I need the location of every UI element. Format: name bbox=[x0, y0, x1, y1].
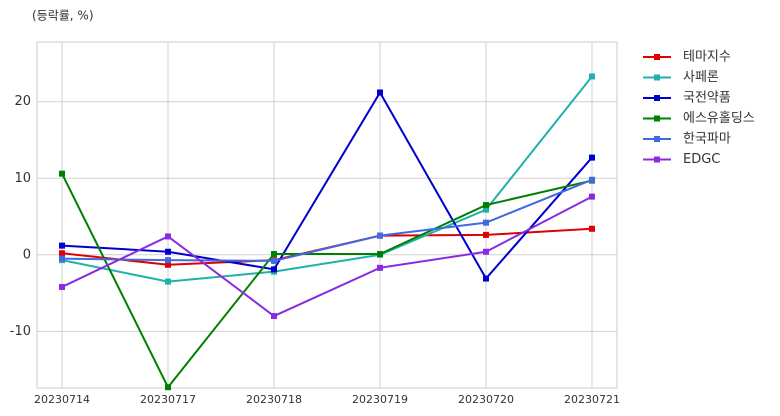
point bbox=[482, 202, 489, 209]
x-tick-label: 20230719 bbox=[352, 393, 408, 406]
point bbox=[482, 219, 489, 226]
x-tick-label: 20230714 bbox=[34, 393, 90, 406]
point bbox=[588, 176, 595, 183]
point bbox=[588, 193, 595, 200]
point bbox=[271, 266, 278, 273]
point bbox=[165, 248, 172, 255]
legend-label: EDGC bbox=[683, 152, 720, 167]
x-tick-label: 20230721 bbox=[564, 393, 620, 406]
y-tick-label: 0 bbox=[23, 247, 31, 262]
series-line bbox=[62, 178, 593, 262]
point bbox=[59, 170, 66, 177]
point bbox=[59, 255, 66, 262]
y-axis-label: (등락률, %) bbox=[32, 9, 94, 23]
legend-marker bbox=[654, 136, 660, 142]
y-tick-label: -10 bbox=[10, 324, 31, 339]
plot-area bbox=[36, 41, 618, 389]
point bbox=[588, 73, 595, 80]
legend-label: 사페론 bbox=[683, 70, 719, 85]
point bbox=[482, 275, 489, 282]
point bbox=[165, 233, 172, 240]
point bbox=[482, 248, 489, 255]
point bbox=[588, 225, 595, 232]
x-tick-label: 20230717 bbox=[140, 393, 196, 406]
point bbox=[59, 242, 66, 249]
x-tick-label: 20230720 bbox=[458, 393, 514, 406]
point bbox=[588, 154, 595, 161]
point bbox=[165, 257, 172, 264]
legend-marker bbox=[654, 95, 660, 101]
x-tick-label: 20230718 bbox=[246, 393, 302, 406]
series-line bbox=[61, 195, 593, 318]
point bbox=[271, 251, 278, 258]
point bbox=[376, 89, 383, 96]
y-tick-label: 20 bbox=[14, 94, 31, 109]
legend-marker bbox=[654, 74, 660, 81]
point bbox=[482, 231, 489, 238]
series-line bbox=[61, 90, 593, 281]
point bbox=[59, 250, 66, 257]
legend-marker bbox=[654, 115, 660, 122]
point bbox=[165, 384, 172, 391]
point bbox=[482, 206, 489, 213]
legend-label: 한국파마 bbox=[683, 132, 731, 147]
point bbox=[376, 264, 383, 271]
point bbox=[165, 278, 172, 285]
point bbox=[376, 251, 383, 258]
legend-marker bbox=[654, 156, 660, 163]
series-line bbox=[61, 75, 593, 283]
legend-label: 국전약품 bbox=[683, 91, 731, 106]
legend-label: 에스유홀딩스 bbox=[683, 111, 755, 126]
series-line bbox=[61, 173, 593, 390]
legend-marker bbox=[654, 54, 660, 60]
point bbox=[271, 313, 278, 320]
point bbox=[165, 261, 172, 268]
point bbox=[59, 283, 66, 290]
point bbox=[376, 232, 383, 239]
legend-label: 테마지수 bbox=[683, 50, 731, 65]
point bbox=[271, 257, 278, 264]
y-tick-label: 10 bbox=[14, 171, 31, 186]
